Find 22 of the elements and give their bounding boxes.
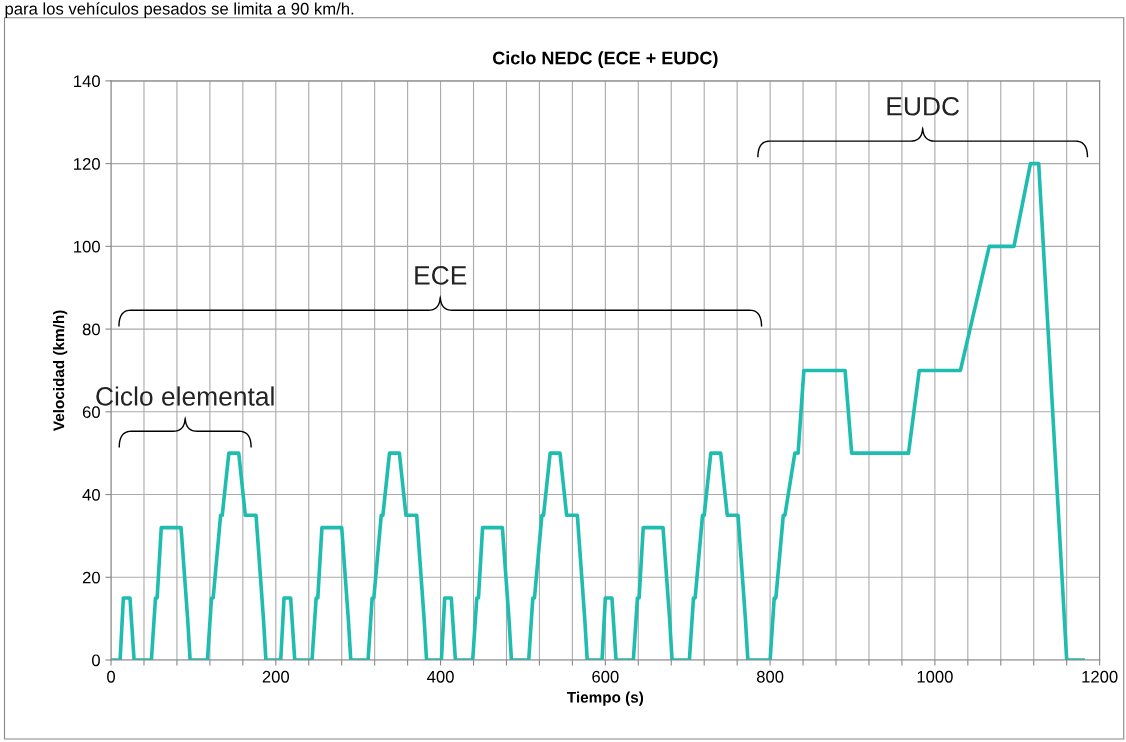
x-tick-label: 400 — [427, 670, 454, 683]
chart-title: Ciclo NEDC (ECE + EUDC) — [492, 51, 718, 68]
x-tick-label: 0 — [107, 670, 116, 683]
text: para los vehículos pesados se limita a 90 km/h. — [5, 2, 354, 18]
annotation: Ciclo elemental — [96, 386, 274, 406]
annotation: ECE — [415, 266, 467, 285]
x-tick-label: 1200 — [1082, 670, 1118, 683]
y-tick-label: 40 — [82, 488, 100, 501]
y-tick-label: 140 — [74, 75, 100, 88]
y-tick-label: 20 — [82, 571, 100, 584]
y-tick-label: 120 — [74, 158, 100, 170]
x-tick-label: 800 — [756, 670, 784, 683]
y-axis-title: Velocidad (km/h) — [53, 310, 68, 432]
y-tick-label: 0 — [91, 654, 100, 667]
annotation: EUDC — [887, 96, 960, 116]
x-tick-label: 200 — [262, 670, 290, 683]
x-tick-label: 1000 — [917, 670, 953, 683]
y-tick-label: 80 — [82, 323, 100, 336]
y-tick-label: 60 — [82, 406, 100, 419]
x-tick-label: 600 — [592, 670, 619, 683]
x-axis-title: Tiempo (s) — [567, 691, 644, 706]
y-tick-label: 100 — [74, 240, 100, 253]
